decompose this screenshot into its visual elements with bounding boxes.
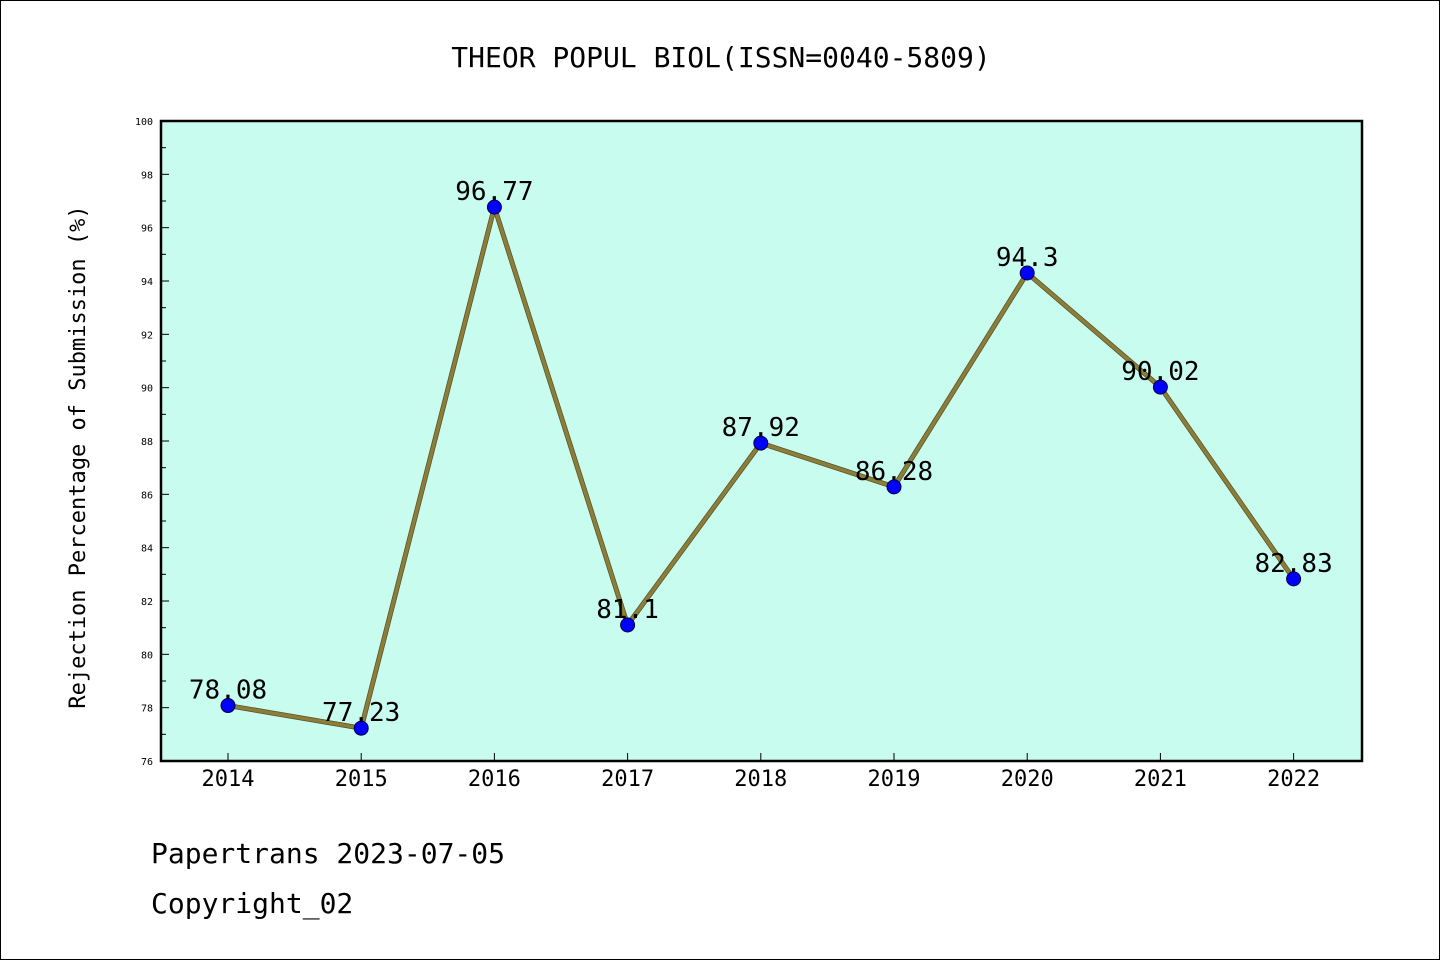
y-tick-label: 90 [141,384,153,395]
x-tick-label: 2017 [601,767,654,792]
y-tick-label: 86 [141,490,153,501]
data-label: 86.28 [855,457,933,487]
chart-title: THEOR POPUL BIOL(ISSN=0040-5809) [451,41,990,74]
y-tick-label: 80 [141,650,153,661]
footer-copyright: Copyright_02 [151,887,354,920]
y-tick-label: 76 [141,757,153,768]
data-label: 90.02 [1121,357,1199,387]
x-tick-label: 2022 [1267,767,1320,792]
data-point [353,720,369,736]
data-label: 96.77 [455,177,533,207]
y-tick-label: 98 [141,170,153,181]
y-axis-label: Rejection Percentage of Submission (%) [66,205,91,708]
x-tick-label: 2020 [1001,767,1054,792]
data-point [220,698,236,714]
data-label: 94.3 [996,243,1059,273]
data-label: 82.83 [1254,549,1332,579]
data-point [1286,571,1302,587]
data-point [1019,265,1035,281]
data-label: 78.08 [189,676,267,706]
data-point [1152,379,1168,395]
data-point [620,617,636,633]
data-point [486,199,502,215]
y-tick-label: 78 [141,704,153,715]
y-tick-label: 94 [141,277,153,288]
x-tick-label: 2014 [202,767,255,792]
footer-source-date: Papertrans 2023-07-05 [151,837,506,870]
y-tick-label: 84 [141,544,153,555]
data-label: 87.92 [722,413,800,443]
y-tick-label: 96 [141,224,153,235]
y-tick-label: 100 [135,117,153,128]
data-label: 77.23 [322,698,400,728]
data-point [886,479,902,495]
x-tick-label: 2018 [734,767,787,792]
y-tick-label: 82 [141,597,153,608]
x-tick-label: 2015 [335,767,388,792]
y-tick-label: 88 [141,437,153,448]
plot-border [159,119,1364,763]
x-tick-label: 2016 [468,767,521,792]
data-label: 81.1 [596,595,659,625]
x-tick-label: 2019 [868,767,921,792]
y-tick-label: 92 [141,330,153,341]
x-tick-label: 2021 [1134,767,1187,792]
data-point [753,435,769,451]
